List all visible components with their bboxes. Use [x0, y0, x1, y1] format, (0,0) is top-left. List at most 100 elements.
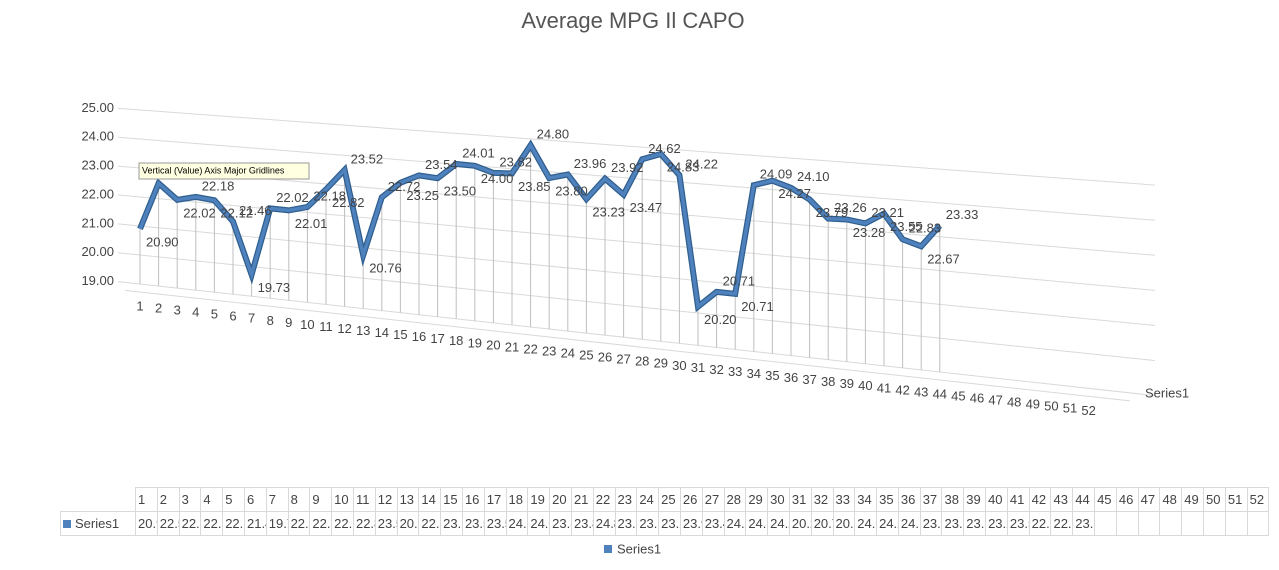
x-tick-label: 26 — [598, 350, 612, 365]
data-label: 24.27 — [778, 186, 811, 201]
data-label: 20.71 — [741, 299, 774, 314]
grid-line — [117, 107, 1156, 186]
table-header-cell: 43 — [1050, 487, 1074, 512]
data-label: 23.23 — [592, 205, 625, 220]
table-header-cell: 25 — [658, 487, 681, 512]
table-cell: 23.25 — [440, 511, 463, 536]
table-cell — [1159, 511, 1183, 536]
x-tick-label: 40 — [858, 378, 872, 393]
x-tick-label: 37 — [802, 372, 816, 387]
table-cell: 23.52 — [374, 511, 398, 536]
table-header-cell: 45 — [1094, 487, 1117, 512]
data-label: 23.55 — [890, 219, 923, 234]
x-tick-label: 33 — [728, 364, 742, 379]
legend-swatch — [604, 545, 612, 553]
table-cell: 23.96 — [636, 511, 660, 536]
data-label: 23.33 — [946, 207, 979, 222]
x-tick-label: 29 — [654, 356, 668, 371]
table-cell: 20.71 — [810, 511, 834, 536]
table-cell: 24.10 — [897, 511, 921, 536]
table-header-cell: 11 — [352, 487, 376, 512]
x-tick-label: 11 — [319, 319, 333, 334]
table-cell: 22.18 — [200, 511, 224, 536]
table-cell: 23.50 — [483, 511, 507, 536]
x-tick-label: 22 — [523, 341, 537, 356]
data-label: 23.21 — [871, 205, 904, 220]
x-tick-label: 1 — [136, 298, 143, 313]
data-label: 20.76 — [369, 261, 402, 276]
table-cell: 22.02 — [178, 511, 202, 536]
table-header-cell: 30 — [767, 487, 790, 512]
x-tick-label: 51 — [1063, 401, 1077, 416]
table-header-cell: 26 — [679, 487, 703, 512]
x-tick-label: 15 — [393, 327, 407, 342]
x-tick-label: 21 — [505, 339, 519, 354]
y-tick-label: 22.00 — [81, 186, 114, 201]
table-cell: 23.82 — [549, 511, 572, 536]
x-tick-label: 35 — [765, 368, 779, 383]
data-label: 24.00 — [481, 171, 514, 186]
data-label: 23.47 — [630, 200, 663, 215]
table-cell: 23.23 — [658, 511, 681, 536]
data-label: 23.80 — [555, 183, 588, 198]
table-cell: 23.80 — [614, 511, 638, 536]
y-tick-label: 20.00 — [81, 244, 114, 259]
table-header-cell: 23 — [614, 487, 638, 512]
y-tick-label: 19.00 — [81, 273, 114, 288]
table-header-cell: 44 — [1072, 487, 1096, 512]
table-header-cell: 31 — [788, 487, 812, 512]
table-header-cell: 7 — [265, 487, 289, 512]
x-tick-label: 19 — [468, 335, 482, 350]
table-row: Series120.9022.5322.0222.1822.1221.4619.… — [60, 511, 1270, 536]
data-label: 24.62 — [648, 141, 681, 156]
x-tick-label: 3 — [174, 303, 181, 318]
data-label: 23.79 — [816, 205, 849, 220]
x-tick-label: 17 — [430, 331, 444, 346]
table-header-cell: 9 — [309, 487, 333, 512]
data-table: 1 2 3 4 5 6 7 8 9 10 11 12 13 14 15 16 17 18 19 20 21 22 23 24 2… — [60, 487, 1270, 536]
table-cell: 22.53 — [156, 511, 180, 536]
x-tick-label: 25 — [579, 348, 593, 363]
y-tick-label: 25.00 — [81, 100, 114, 115]
table-header-cell: 5 — [222, 487, 245, 512]
tooltip: Vertical (Value) Axis Major Gridlines — [138, 162, 310, 180]
table-header-cell: 8 — [287, 487, 311, 512]
table-cell: 20.20 — [788, 511, 812, 536]
table-cell: 24.62 — [723, 511, 747, 536]
x-tick-label: 6 — [229, 309, 236, 324]
table-cell — [1203, 511, 1226, 536]
grid-line — [117, 223, 1156, 326]
x-tick-label: 47 — [988, 393, 1002, 408]
table-cell — [1246, 511, 1270, 536]
table-series-name: Series1 — [75, 516, 120, 531]
table-header-cell: 24 — [636, 487, 660, 512]
grid-line — [117, 252, 1156, 362]
x-tick-label: 38 — [821, 374, 835, 389]
data-label: 22.02 — [183, 205, 216, 220]
data-label: 23.50 — [444, 184, 477, 199]
data-label: 23.85 — [518, 179, 551, 194]
data-label: 24.09 — [760, 167, 793, 182]
table-cell: 22.01 — [309, 511, 333, 536]
x-tick-label: 34 — [747, 366, 761, 381]
table-cell: 19.73 — [265, 511, 289, 536]
data-label: 24.01 — [462, 145, 495, 160]
x-tick-label: 13 — [356, 323, 370, 338]
data-label: 22.83 — [909, 221, 942, 236]
data-label: 22.67 — [927, 252, 960, 267]
x-tick-label: 32 — [709, 362, 723, 377]
table-header-cell: 41 — [1006, 487, 1030, 512]
series-line — [138, 141, 942, 310]
table-cell: 23.26 — [941, 511, 965, 536]
x-tick-label: 5 — [211, 307, 218, 322]
legend-label: Series1 — [617, 541, 661, 556]
x-tick-label: 18 — [449, 333, 463, 348]
x-tick-label: 30 — [672, 358, 686, 373]
table-header-cell: 37 — [919, 487, 943, 512]
table-header-cell: 17 — [483, 487, 507, 512]
y-tick-label: 23.00 — [81, 158, 114, 173]
table-header-cell: 35 — [876, 487, 899, 512]
table-cell: 23.21 — [985, 511, 1008, 536]
